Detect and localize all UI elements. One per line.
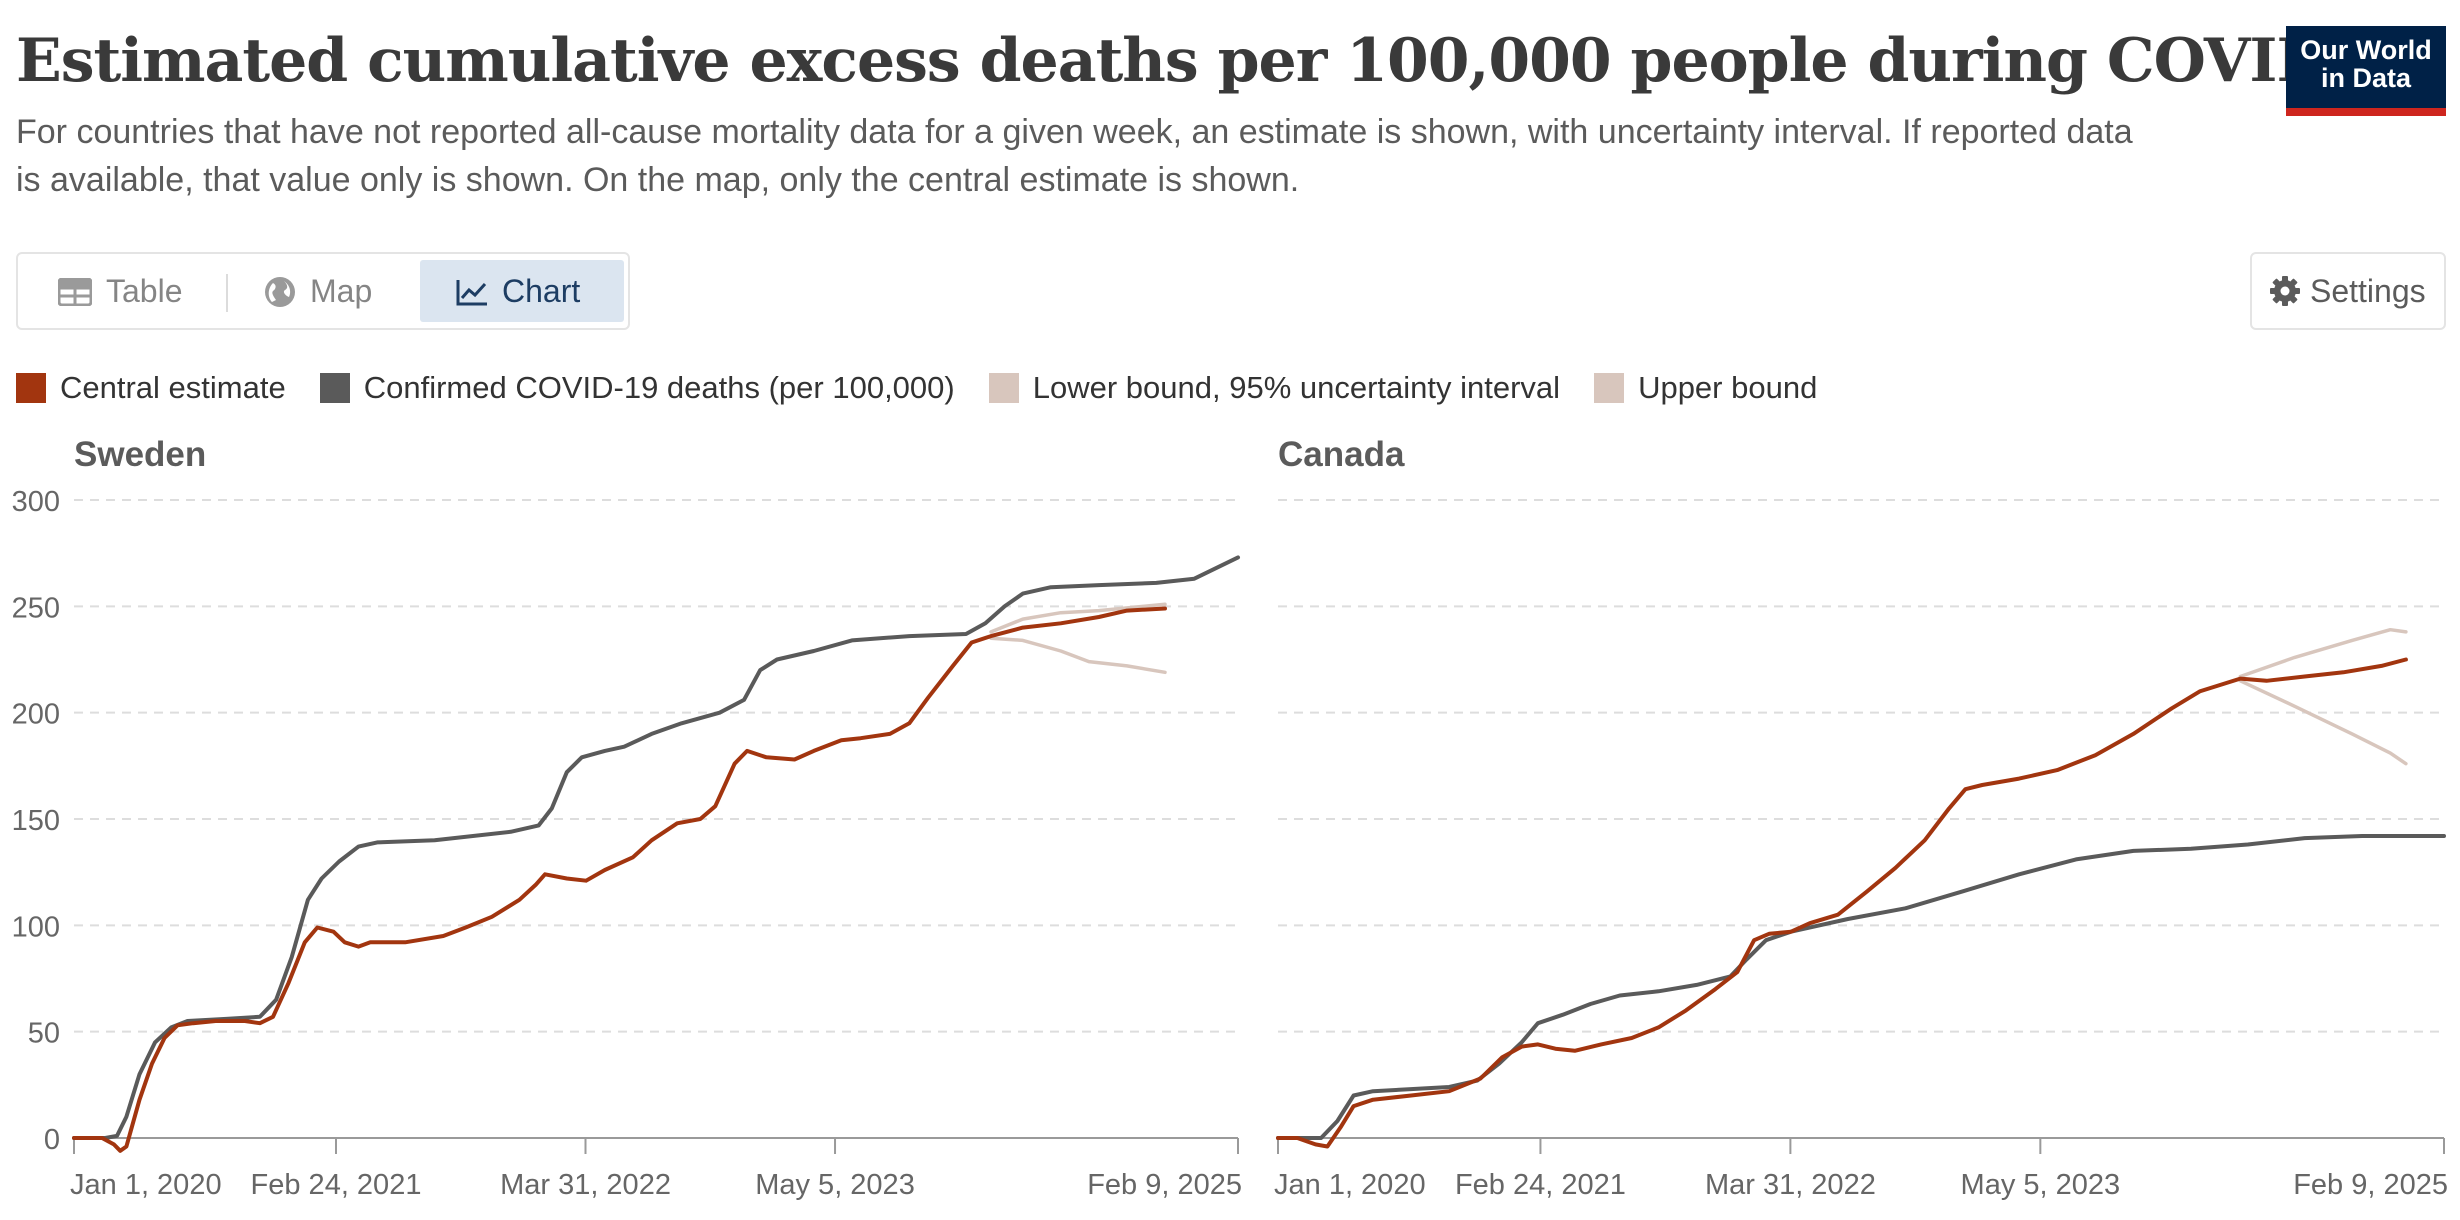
x-tick-label: Feb 24, 2021	[1455, 1169, 1626, 1201]
chart-legend: Central estimate Confirmed COVID-19 deat…	[16, 368, 1851, 408]
tab-table-label: Table	[106, 273, 183, 309]
table-icon	[57, 277, 93, 307]
y-tick-label: 300	[12, 486, 60, 518]
y-tick-label: 50	[28, 1018, 60, 1050]
legend-swatch	[16, 373, 46, 403]
logo-line-1: Our World	[2300, 35, 2432, 65]
panel-title: Sweden	[74, 435, 206, 474]
series-line-confirmed-covid-19-deaths-per-100-000	[1276, 834, 2446, 1140]
legend-label: Confirmed COVID-19 deaths (per 100,000)	[363, 370, 955, 405]
legend-swatch	[1594, 373, 1625, 403]
y-tick-label: 150	[12, 805, 60, 837]
x-tick-label: Jan 1, 2020	[70, 1169, 222, 1201]
line-chart-icon	[456, 279, 487, 306]
legend-item-confirmed-deaths[interactable]: Confirmed COVID-19 deaths (per 100,000)	[319, 370, 955, 406]
x-tick-label: May 5, 2023	[1961, 1169, 2121, 1201]
x-tick-label: Mar 31, 2022	[500, 1169, 671, 1201]
x-tick-label: Mar 31, 2022	[1705, 1169, 1876, 1201]
tab-chart[interactable]: Chart	[420, 260, 624, 322]
y-tick-label: 0	[44, 1124, 60, 1156]
settings-button[interactable]: Settings	[2250, 252, 2446, 330]
series-line-upper-bound	[2238, 627, 2408, 679]
legend-label: Upper bound	[1638, 370, 1818, 405]
tab-chart-label: Chart	[502, 273, 581, 309]
chart-title: Estimated cumulative excess deaths per 1…	[16, 26, 2435, 96]
legend-item-lower-bound[interactable]: Lower bound, 95% uncertainty interval	[988, 370, 1561, 406]
legend-swatch	[988, 373, 1019, 403]
y-tick-label: 200	[12, 699, 60, 731]
x-tick-label: Jan 1, 2020	[1274, 1169, 1426, 1201]
logo-line-2: in Data	[2320, 63, 2412, 93]
x-tick-label: Feb 24, 2021	[251, 1169, 422, 1201]
series-line-lower-bound-95-uncertainty-interval	[2238, 679, 2408, 766]
panel-title: Canada	[1278, 435, 1405, 474]
legend-item-upper-bound[interactable]: Upper bound	[1594, 370, 1817, 406]
x-tick-label: Feb 9, 2025	[1087, 1169, 1242, 1201]
y-tick-label: 250	[12, 592, 60, 624]
series-line-central-estimate	[1276, 657, 2408, 1149]
globe-icon	[265, 276, 295, 307]
x-tick-label: May 5, 2023	[755, 1169, 915, 1201]
legend-label: Lower bound, 95% uncertainty interval	[1032, 370, 1561, 405]
series-line-confirmed-covid-19-deaths-per-100-000	[72, 555, 1240, 1140]
tab-divider	[226, 274, 228, 312]
tab-map-label: Map	[310, 273, 373, 309]
view-tabs: Table Map Chart	[16, 252, 630, 330]
legend-label: Central estimate	[60, 370, 286, 405]
legend-item-central-estimate[interactable]: Central estimate	[16, 370, 286, 406]
tab-table[interactable]: Table	[57, 260, 183, 322]
x-tick-label: Feb 9, 2025	[2293, 1169, 2448, 1201]
legend-swatch	[319, 373, 350, 403]
owid-logo[interactable]: Our World in Data	[2286, 26, 2446, 116]
series-line-upper-bound	[989, 602, 1167, 634]
series-line-lower-bound-95-uncertainty-interval	[989, 636, 1167, 675]
settings-label: Settings	[2310, 273, 2426, 309]
y-tick-label: 100	[12, 911, 60, 943]
gear-icon	[2270, 276, 2300, 307]
tab-map[interactable]: Map	[264, 260, 372, 322]
chart-subtitle: For countries that have not reported all…	[16, 113, 2133, 199]
series-line-central-estimate	[72, 606, 1167, 1153]
